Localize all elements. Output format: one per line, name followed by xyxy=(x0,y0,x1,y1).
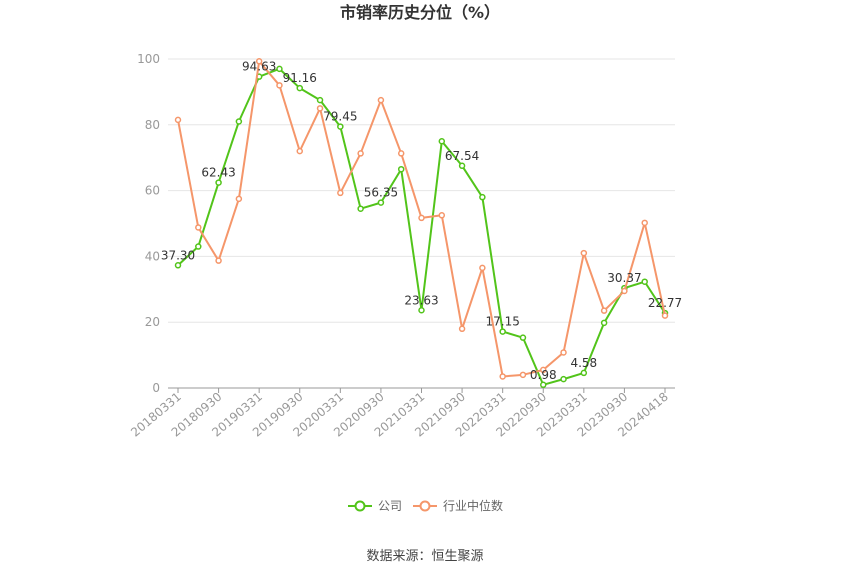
data-label: 67.54 xyxy=(445,149,479,163)
series-1-point[interactable] xyxy=(255,58,263,65)
data-label: 94.63 xyxy=(242,60,276,74)
data-label: 79.45 xyxy=(323,110,357,124)
data-label-layer: 37.30 62.43 94.63 91.16 79.45 56.35 23.63 67.54… xyxy=(161,60,682,382)
y-tick-label: 20 xyxy=(145,315,160,329)
data-label: 0.98 xyxy=(530,368,557,382)
y-tick-label: 0 xyxy=(152,381,160,395)
series-1-point[interactable] xyxy=(519,371,527,379)
series-0-point[interactable] xyxy=(519,334,527,341)
series-1-point[interactable] xyxy=(377,96,385,104)
series-1-point[interactable] xyxy=(438,212,446,219)
series-0-point[interactable] xyxy=(499,328,506,335)
data-label: 37.30 xyxy=(161,248,195,262)
series-0-point[interactable] xyxy=(600,319,608,327)
series-0-point[interactable] xyxy=(195,243,202,250)
series-1-point[interactable] xyxy=(458,325,466,333)
series-0-point[interactable] xyxy=(560,375,567,383)
series-1-point[interactable] xyxy=(296,147,303,155)
legend-company-label: 公司 xyxy=(378,499,402,513)
y-tick-label: 40 xyxy=(145,249,160,263)
data-label: 22.77 xyxy=(648,296,682,310)
data-label: 56.35 xyxy=(364,186,398,200)
legend-item-company[interactable]: 公司 xyxy=(348,499,402,513)
series-1-point[interactable] xyxy=(397,150,405,157)
series-1-point[interactable] xyxy=(641,219,648,227)
series-1-point[interactable] xyxy=(479,264,486,272)
data-label: 62.43 xyxy=(201,166,235,180)
series-0-point[interactable] xyxy=(397,165,405,173)
series-1-point[interactable] xyxy=(580,249,588,257)
series-0-point[interactable] xyxy=(296,84,303,92)
series-0-point[interactable] xyxy=(641,278,648,285)
series-0-point[interactable] xyxy=(438,138,446,145)
y-tick-label: 80 xyxy=(145,118,160,132)
series-1-point[interactable] xyxy=(215,257,222,264)
series-1-point[interactable] xyxy=(357,150,364,157)
series-1-point[interactable] xyxy=(235,195,243,203)
y-tick-label: 100 xyxy=(137,52,160,66)
data-label: 17.15 xyxy=(485,315,519,329)
series-0-point[interactable] xyxy=(316,96,324,104)
series-1-point[interactable] xyxy=(621,287,628,295)
legend-industry-label: 行业中位数 xyxy=(443,498,503,513)
series-1-point[interactable] xyxy=(661,312,669,319)
series-1-point[interactable] xyxy=(195,224,202,231)
series-0-point[interactable] xyxy=(215,179,222,186)
legend-item-industry-median[interactable]: 行业中位数 xyxy=(413,498,503,513)
series-1-point[interactable] xyxy=(316,105,324,112)
series-0-point[interactable] xyxy=(174,262,182,269)
data-label: 91.16 xyxy=(283,71,317,85)
chart-title: 市销率历史分位（%） xyxy=(340,3,500,22)
series-1-point[interactable] xyxy=(174,116,182,124)
data-label: 23.63 xyxy=(404,293,438,307)
series-0-point[interactable] xyxy=(337,123,344,130)
series-0-point[interactable] xyxy=(276,65,283,73)
series-0-point[interactable] xyxy=(479,193,486,201)
series-1-point[interactable] xyxy=(560,349,567,356)
series-0-point[interactable] xyxy=(458,162,466,170)
series-1-point[interactable] xyxy=(418,214,425,222)
series-1-point[interactable] xyxy=(499,373,506,380)
series-0-point[interactable] xyxy=(418,307,425,314)
grid-layer xyxy=(168,58,675,323)
series-1-point[interactable] xyxy=(600,307,608,314)
series-0-point[interactable] xyxy=(357,205,364,212)
series-0-point[interactable] xyxy=(580,369,588,377)
series-layer xyxy=(174,58,669,389)
legend-company-marker xyxy=(354,500,366,512)
data-label: 4.58 xyxy=(570,356,597,370)
series-0-point[interactable] xyxy=(235,118,243,125)
data-label: 30.37 xyxy=(607,271,641,285)
series-1-point[interactable] xyxy=(276,82,283,89)
legend-industry-marker xyxy=(419,500,431,512)
y-tick-label: 60 xyxy=(145,184,160,198)
series-1-point[interactable] xyxy=(540,366,547,374)
series-0-point[interactable] xyxy=(377,199,385,206)
data-source: 数据来源：恒生聚源 xyxy=(366,549,483,564)
series-0-point[interactable] xyxy=(540,381,547,389)
legend: 公司 行业中位数 xyxy=(348,498,503,513)
series-1-point[interactable] xyxy=(337,189,344,197)
